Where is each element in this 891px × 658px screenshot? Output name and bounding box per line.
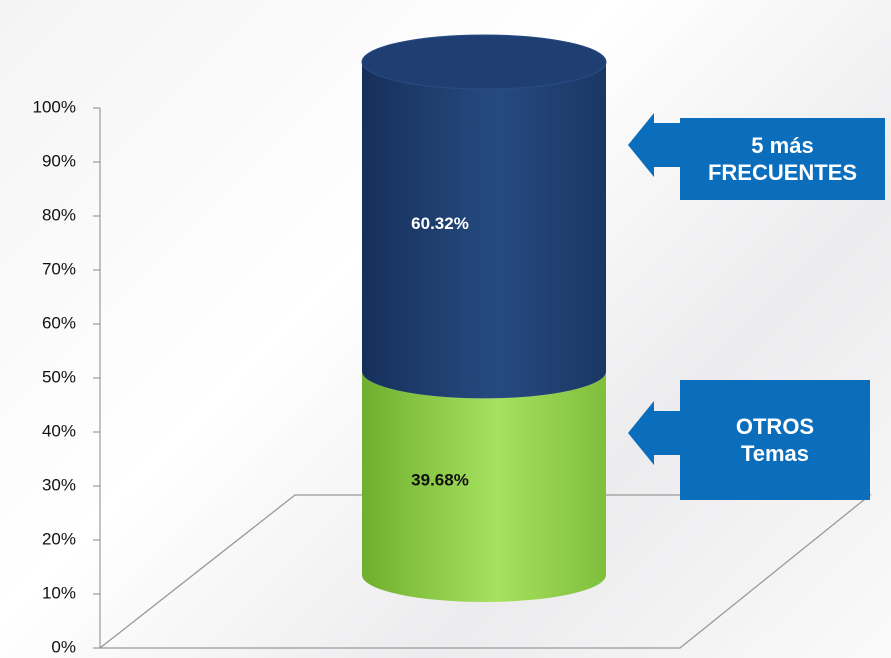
y-tick-label: 0% bbox=[51, 637, 76, 656]
callout-box bbox=[680, 118, 885, 200]
y-tick-label: 100% bbox=[33, 97, 76, 116]
cylinder-top bbox=[361, 34, 607, 90]
y-tick-label: 80% bbox=[42, 205, 76, 224]
y-tick-label: 70% bbox=[42, 259, 76, 278]
y-tick-label: 30% bbox=[42, 475, 76, 494]
callout-arrow bbox=[628, 401, 680, 465]
y-tick-label: 50% bbox=[42, 367, 76, 386]
legend-entry: 5 más FRECUENTES bbox=[707, 132, 858, 186]
y-tick-label: 10% bbox=[42, 583, 76, 602]
y-tick-label: 40% bbox=[42, 421, 76, 440]
cylinder-segment bbox=[362, 371, 606, 602]
y-tick-label: 90% bbox=[42, 151, 76, 170]
y-tick-label: 20% bbox=[42, 529, 76, 548]
floor bbox=[98, 494, 872, 649]
legend-entry: OTROS Temas bbox=[735, 413, 815, 467]
callout-box bbox=[680, 380, 870, 500]
callout-arrow bbox=[628, 113, 680, 177]
cylinder-segment bbox=[362, 62, 606, 399]
value-label: 39.68% bbox=[411, 471, 469, 490]
value-label: 60.32% bbox=[411, 214, 469, 233]
y-tick-label: 60% bbox=[42, 313, 76, 332]
